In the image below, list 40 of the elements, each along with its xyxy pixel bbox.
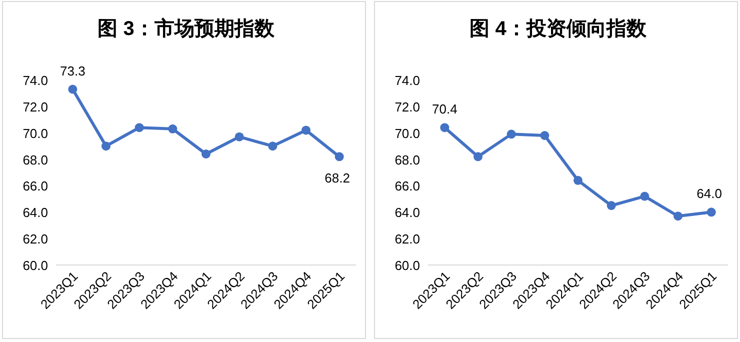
- y-tick-label: 66.0: [22, 178, 48, 194]
- point: [268, 142, 278, 151]
- y-tick-label: 72.0: [22, 99, 48, 114]
- data-label: 64.0: [696, 186, 722, 202]
- y-tick-label: 68.0: [22, 152, 48, 168]
- point: [640, 192, 650, 201]
- y-tick-label: 66.0: [394, 178, 420, 194]
- y-tick-label: 74.0: [394, 73, 420, 88]
- point: [674, 212, 682, 221]
- point: [574, 176, 582, 185]
- y-tick-label: 60.0: [394, 258, 420, 273]
- y-tick-label: 72.0: [394, 99, 420, 114]
- point: [202, 150, 210, 158]
- y-tick-label: 74.0: [22, 73, 48, 88]
- y-tick-label: 60.0: [22, 258, 48, 273]
- point: [302, 126, 310, 135]
- y-tick-label: 64.0: [394, 205, 420, 220]
- y-tick-label: 70.0: [394, 126, 420, 141]
- point: [706, 208, 716, 217]
- point: [440, 123, 450, 132]
- y-tick-label: 68.0: [394, 152, 420, 168]
- point: [234, 132, 244, 142]
- point: [334, 152, 344, 162]
- point: [606, 201, 616, 210]
- y-tick-label: 70.0: [22, 126, 48, 141]
- data-label: 68.2: [324, 170, 350, 186]
- data-label: 70.4: [432, 102, 458, 117]
- y-tick-label: 64.0: [22, 205, 48, 220]
- point: [474, 152, 482, 162]
- data-label: 73.3: [60, 63, 86, 78]
- point: [68, 84, 78, 94]
- y-tick-label: 62.0: [394, 232, 420, 247]
- point: [540, 131, 550, 140]
- point: [168, 124, 178, 134]
- chart-title: 图 3：市场预期指数: [98, 17, 276, 40]
- chart-title: 图 4：投资倾向指数: [470, 18, 648, 40]
- point: [102, 142, 110, 151]
- y-tick-label: 62.0: [22, 232, 48, 247]
- point: [506, 130, 516, 139]
- point: [134, 123, 144, 132]
